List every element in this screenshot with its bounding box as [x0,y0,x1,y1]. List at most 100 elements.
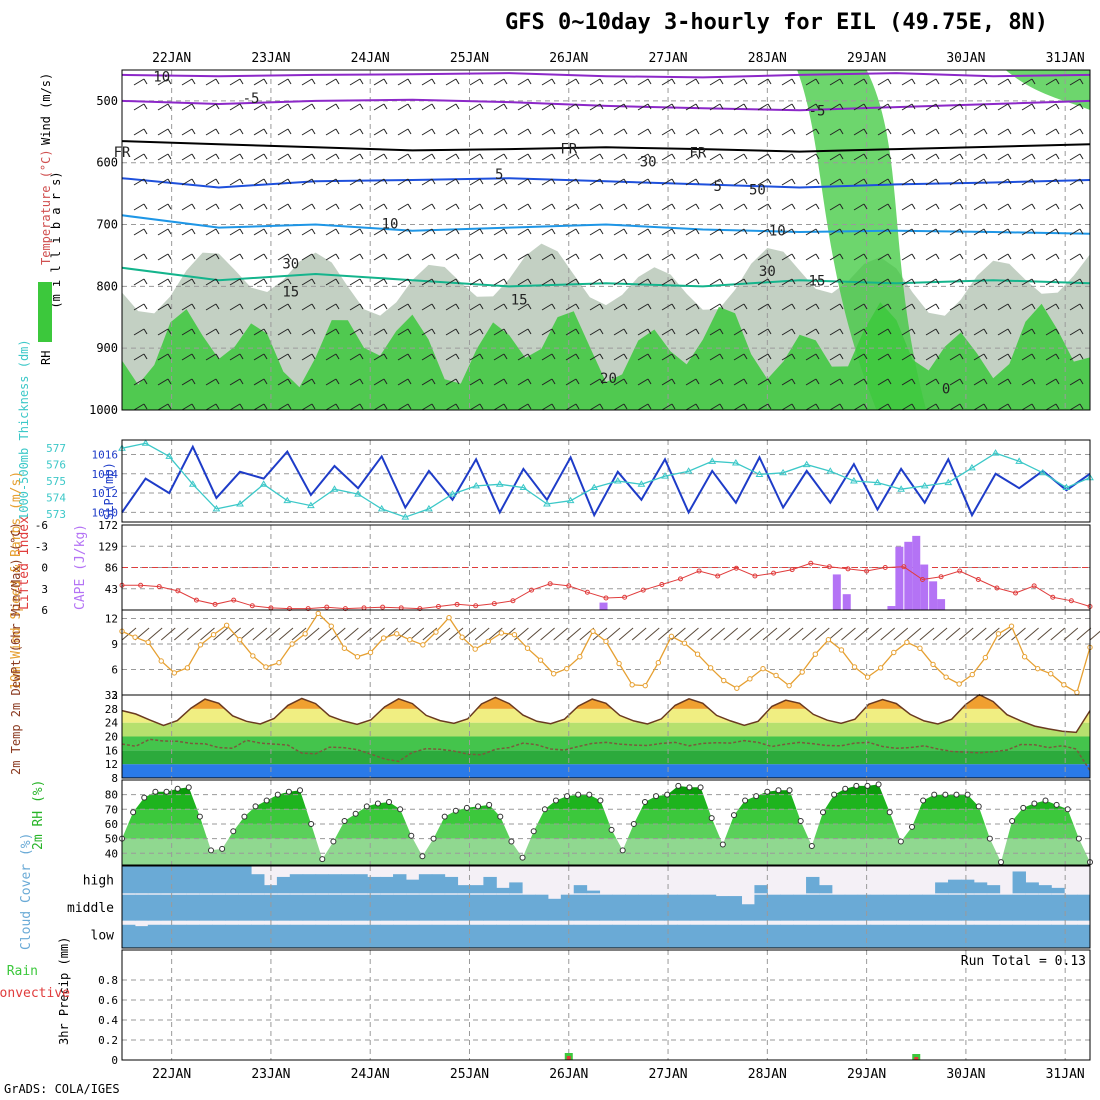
rh-marker-41 [575,791,582,798]
wind10-barb-65 [971,627,987,641]
upper-barb-flag-4-31 [887,178,892,185]
top-x-tick-0: 22JAN [152,51,191,66]
upper-barb-9-37 [1021,303,1033,311]
cloud-low-37 [599,924,613,948]
rh-marker-85 [1064,806,1071,813]
upper-barb-flag-10-36 [1007,328,1012,335]
upper-barb-2-26 [757,128,769,136]
cloud-low-54 [818,924,833,948]
cloud-low-71 [1038,924,1052,948]
upper-barb-0-3 [205,78,217,86]
wind10-marker-18 [354,654,361,660]
li-marker-2 [156,584,162,590]
upper-barb-10-29 [829,328,841,336]
upper-barb-flag-3-34 [959,153,964,160]
rh-marker-47 [641,798,648,805]
wind10-barb-3 [160,627,176,641]
upper-barb-1-20 [613,103,625,111]
upper-barb-flag-5-20 [623,203,628,210]
upper-barb-flag-10-34 [959,328,964,335]
upper-barb-4-12 [421,178,433,186]
slp-series-1 [121,442,1091,518]
upper-barb-0-33 [925,78,937,86]
cloud-y-label: Cloud Cover (%) [19,833,34,950]
cloud-middle-6 [199,894,213,921]
upper-barb-13-22 [661,403,673,411]
cloud-low-63 [935,924,949,948]
cloud-low-12 [276,924,291,948]
upper-barb-1-38 [1045,103,1057,111]
cape-bar-3 [887,606,896,610]
upper-barb-6-10 [373,228,385,236]
upper-barb-flag-1-22 [671,103,676,110]
upper-barb-flag-4-32 [911,178,916,185]
upper-barb-flag-9-10 [383,303,388,310]
cloud-middle-31 [522,894,536,921]
upper-barb-flag-11-16 [527,353,532,360]
cloud-middle-65 [960,894,975,921]
upper-barb-13-32 [901,403,913,411]
cloud-middle-48 [741,904,755,921]
li-marker-20 [491,601,497,607]
cloud-low-59 [883,924,897,948]
upper-barb-flag-11-34 [959,353,964,360]
upper-barb-2-27 [781,128,793,136]
wind10-barb-54 [828,627,843,641]
wind10-barb-41 [657,627,673,641]
upper-barb-5-0 [133,203,145,211]
upper-barb-flag-6-35 [983,228,988,235]
upper-barb-13-25 [733,403,745,411]
wind10-barb-67 [998,627,1013,641]
upper-barb-flag-2-1 [167,128,172,135]
slp-frame [121,439,1091,523]
upper-barb-flag-0-22 [671,78,676,85]
upper-barb-flag-3-15 [503,153,508,160]
li-marker-32 [715,573,721,579]
upper-barb-7-14 [469,253,481,261]
upper-barb-6-33 [925,228,937,236]
upper-barb-flag-2-23 [695,128,700,135]
rh-marker-14 [274,791,281,798]
cloud-high-6 [199,866,213,894]
upper-barb-10-6 [277,328,289,336]
upper-barb-6-28 [805,228,817,236]
upper-barb-8-24 [709,278,721,286]
upper-barb-flag-6-26 [767,228,772,235]
upper-barb-flag-11-0 [143,353,148,360]
upper-barb-6-19 [589,228,601,236]
upper-barb-flag-1-7 [311,103,316,110]
li-marker-9 [287,606,293,612]
upper-barb-1-25 [733,103,745,111]
upper-barb-flag-2-17 [551,128,556,135]
wind10-marker-43 [681,640,688,646]
cloud-high-24 [431,874,446,894]
upper-barb-9-24 [709,303,721,311]
cloud-low-14 [302,924,317,948]
thk-marker-17 [519,483,528,491]
upper-barb-5-24 [709,203,721,211]
upper-barb-9-20 [613,303,625,311]
cloud-low-72 [1051,924,1065,948]
upper-barb-flag-7-0 [143,253,148,260]
upper-barb-flag-5-9 [359,203,364,210]
upper-barb-9-7 [301,303,313,311]
upper-barb-flag-13-17 [551,403,556,410]
upper-barb-5-38 [1045,203,1057,211]
upper-barb-2-6 [277,128,289,136]
cloud-high-9 [238,866,252,894]
upper-barb-9-4 [229,303,241,311]
wind10-barb-66 [985,627,1000,641]
upper-barb-8-39 [1069,278,1081,286]
rh-marker-59 [775,787,782,794]
upper-barb-flag-0-4 [239,78,244,85]
thk-marker-31 [850,477,858,484]
upper-barb-flag-3-17 [551,153,556,160]
upper-barb-9-15 [493,303,505,311]
upper-barb-flag-1-23 [695,103,700,110]
cloud-high-10 [251,874,265,894]
upper-barb-flag-13-25 [743,403,748,410]
upper-barb-6-9 [349,228,361,236]
rh-marker-52 [697,784,704,791]
upper-y-tick-5: 1000 [89,403,118,417]
